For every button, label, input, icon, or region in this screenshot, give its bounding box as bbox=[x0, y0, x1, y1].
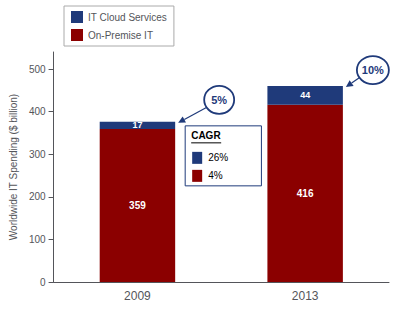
svg-text:5%: 5% bbox=[211, 94, 227, 106]
svg-text:400: 400 bbox=[29, 106, 46, 117]
svg-text:On-Premise IT: On-Premise IT bbox=[88, 30, 153, 41]
svg-text:26%: 26% bbox=[208, 152, 228, 163]
svg-text:44: 44 bbox=[300, 90, 310, 100]
svg-text:4%: 4% bbox=[208, 170, 223, 181]
svg-text:17: 17 bbox=[132, 120, 142, 130]
svg-text:100: 100 bbox=[29, 234, 46, 245]
svg-text:359: 359 bbox=[129, 200, 146, 211]
svg-text:2009: 2009 bbox=[124, 289, 151, 303]
svg-text:500: 500 bbox=[29, 64, 46, 75]
svg-text:416: 416 bbox=[297, 188, 314, 199]
svg-text:Worldwide IT Spending ($ billi: Worldwide IT Spending ($ billion) bbox=[8, 94, 19, 240]
svg-text:0: 0 bbox=[40, 277, 46, 288]
svg-text:300: 300 bbox=[29, 149, 46, 160]
svg-text:2013: 2013 bbox=[292, 289, 319, 303]
svg-text:10%: 10% bbox=[362, 64, 384, 76]
svg-text:CAGR: CAGR bbox=[191, 130, 221, 141]
svg-text:IT Cloud Services: IT Cloud Services bbox=[88, 12, 167, 23]
svg-text:200: 200 bbox=[29, 191, 46, 202]
